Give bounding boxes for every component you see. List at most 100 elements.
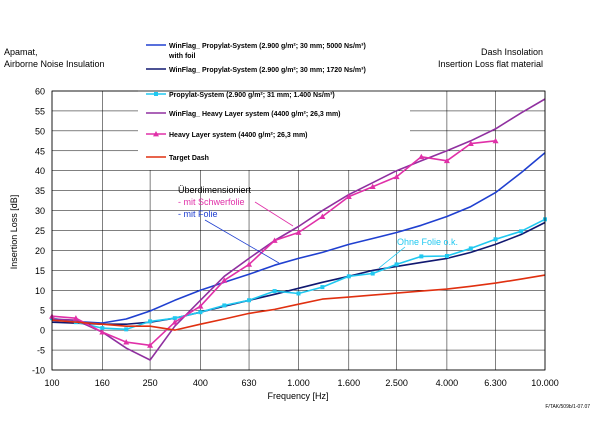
data-point	[124, 327, 129, 332]
x-tick-label: 250	[143, 378, 158, 388]
data-point	[272, 289, 277, 294]
annotation-overdim-line2: - mit Schwerfolie	[178, 197, 245, 207]
series-line	[51, 98, 546, 361]
legend-label: WinFlag_ Heavy Layer system (4400 g/m²; …	[169, 111, 341, 118]
data-point	[123, 339, 130, 345]
data-point	[221, 277, 228, 283]
data-point	[147, 342, 154, 348]
y-tick-label: 40	[35, 166, 45, 176]
legend-entry-6: Target Dash	[146, 155, 209, 162]
series-line	[51, 274, 546, 331]
legend-entry-1: WinFlag_ Propylat-System (2.900 g/m²; 30…	[146, 43, 366, 60]
data-point	[99, 329, 106, 335]
legend-box	[138, 37, 410, 170]
y-tick-label: 15	[35, 266, 45, 276]
legend-entry-4: WinFlag_ Heavy Layer system (4400 g/m²; …	[146, 111, 341, 118]
annotation-arrow-blue	[204, 219, 280, 264]
y-tick-label: 50	[35, 126, 45, 136]
legend-entry-5: Heavy Layer system (4400 g/m²; 26,3 mm)	[146, 131, 308, 139]
legend-marker	[154, 92, 158, 96]
x-tick-label: 1.000	[287, 378, 310, 388]
legend-label: Heavy Layer system (4400 g/m²; 26,3 mm)	[169, 132, 308, 139]
y-tick-label: 20	[35, 246, 45, 256]
y-axis-label: Insertion Loss [dB]	[9, 195, 19, 270]
data-point	[394, 262, 399, 267]
data-point	[444, 254, 449, 259]
legend-label: Propylat-System (2.900 g/m²; 31 mm; 1.40…	[169, 92, 335, 99]
left-title-line2: Airborne Noise Insulation	[4, 59, 105, 69]
annotation-overdim-line1: Überdimensioniert	[178, 185, 252, 195]
legend-label: WinFlag_ Propylat-System (2.900 g/m²; 30…	[169, 67, 366, 74]
y-tick-label: -10	[32, 366, 45, 376]
y-tick-label: 55	[35, 106, 45, 116]
tick-labels: -10 -5 0 5 10 15 20 25 30 35 40 45 50 55 60 100 160 250 40…	[32, 87, 559, 389]
legend-entry-2: WinFlag_ Propylat-System (2.900 g/m²; 30…	[146, 67, 366, 74]
data-point	[172, 316, 177, 321]
legend-entry-3: Propylat-System (2.900 g/m²; 31 mm; 1.40…	[146, 92, 335, 99]
data-point	[369, 183, 376, 190]
x-tick-label: 160	[95, 378, 110, 388]
x-tick-label: 630	[242, 378, 257, 388]
data-point	[148, 319, 153, 324]
data-point	[519, 229, 524, 234]
annotation-ohne-folie: Ohne Folie o.k.	[378, 237, 458, 269]
series-1	[51, 152, 546, 324]
data-point	[319, 213, 326, 219]
x-axis-label: Frequency [Hz]	[267, 391, 328, 401]
legend-marker	[153, 131, 159, 137]
x-tick-label: 1.600	[338, 378, 361, 388]
annotation-arrow-pink	[254, 201, 294, 227]
data-point	[295, 229, 302, 235]
y-tick-label: 0	[40, 326, 45, 336]
data-point	[370, 271, 375, 276]
data-point	[393, 173, 400, 180]
data-point	[171, 319, 178, 325]
series-6	[51, 274, 546, 331]
right-title-line2: Insertion Loss flat material	[438, 59, 543, 69]
right-title-line1: Dash Insolation	[481, 47, 543, 57]
legend-label: Target Dash	[169, 155, 209, 162]
annotation-arrow-cyan	[378, 246, 406, 269]
data-point	[493, 237, 498, 242]
y-tick-label: 45	[35, 146, 45, 156]
data-point	[346, 274, 351, 279]
data-point	[222, 303, 227, 308]
data-point	[443, 157, 450, 164]
data-point	[197, 303, 204, 309]
data-point	[418, 153, 425, 160]
x-tick-label: 4.000	[436, 378, 459, 388]
annotation-overdim-line3: - mit Folie	[178, 209, 218, 219]
x-tick-label: 10.000	[531, 378, 559, 388]
data-point	[246, 261, 253, 267]
left-title-line1: Apamat,	[4, 47, 38, 57]
series-4	[51, 98, 546, 361]
y-tick-label: -5	[37, 346, 45, 356]
data-point	[320, 285, 325, 290]
data-point	[345, 193, 352, 200]
series-line	[51, 152, 546, 324]
y-tick-label: 60	[35, 87, 45, 97]
data-point	[271, 237, 278, 243]
legend-label-line2: with foil	[168, 53, 195, 60]
x-tick-label: 6.300	[484, 378, 507, 388]
data-point	[467, 140, 474, 147]
data-point	[296, 291, 301, 296]
y-tick-label: 10	[35, 286, 45, 296]
data-point	[198, 310, 203, 315]
data-point	[100, 326, 105, 331]
data-point	[492, 137, 499, 144]
x-tick-label: 400	[193, 378, 208, 388]
plot-border	[51, 90, 546, 371]
data-point	[419, 254, 424, 259]
data-point	[72, 315, 79, 321]
x-tick-label: 2.500	[385, 378, 408, 388]
y-tick-label: 35	[35, 186, 45, 196]
legend-label: WinFlag_ Propylat-System (2.900 g/m²; 30…	[169, 43, 366, 50]
y-tick-label: 5	[40, 306, 45, 316]
footer-code: F/TAK/509b/1-07.07	[545, 404, 590, 410]
legend: WinFlag_ Propylat-System (2.900 g/m²; 30…	[146, 43, 366, 162]
data-point	[247, 298, 252, 303]
x-tick-label: 100	[44, 378, 59, 388]
data-point	[468, 246, 473, 251]
